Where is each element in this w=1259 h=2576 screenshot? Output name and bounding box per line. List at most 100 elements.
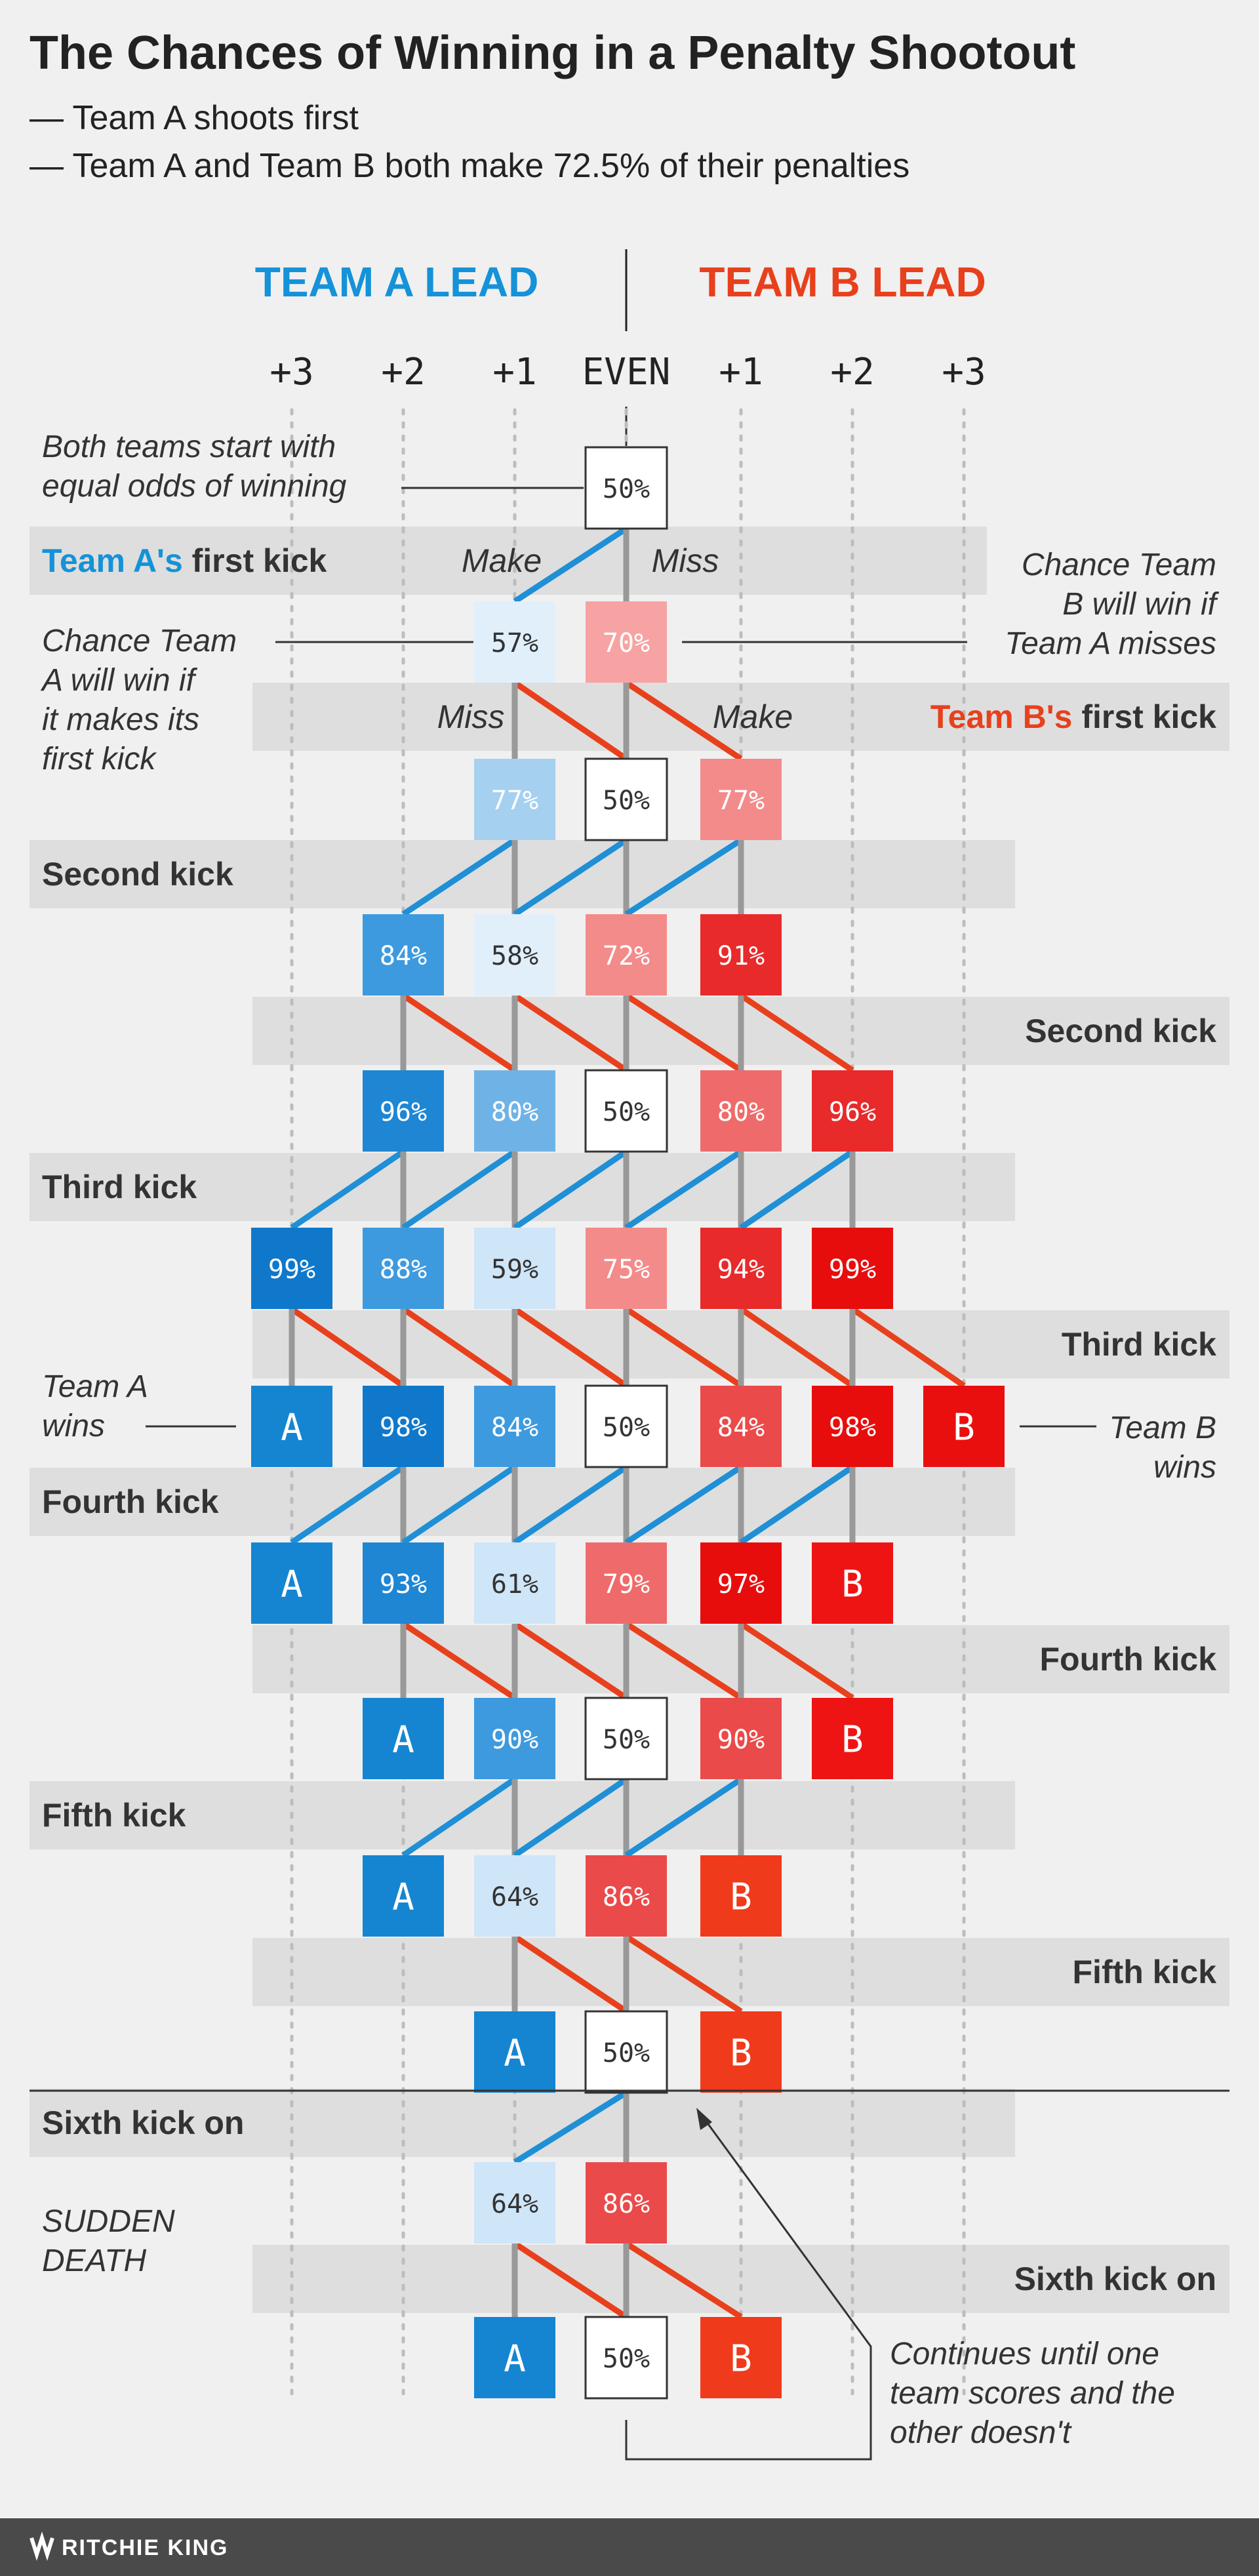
footer-bar bbox=[0, 2518, 1259, 2576]
cell-r0-c3: 50% bbox=[584, 446, 668, 530]
cell-r2-c2: 77% bbox=[474, 759, 555, 840]
band-label-7: Fourth kick bbox=[1040, 1641, 1217, 1678]
cell-r4-c2: 80% bbox=[474, 1070, 555, 1152]
cell-r6-c0: A bbox=[251, 1386, 332, 1467]
make-connector bbox=[624, 2241, 743, 2320]
svg-text:A: A bbox=[281, 1563, 303, 1606]
svg-text:50%: 50% bbox=[603, 2038, 650, 2068]
make-connector bbox=[513, 526, 628, 604]
svg-text:77%: 77% bbox=[717, 786, 765, 816]
svg-text:80%: 80% bbox=[491, 1097, 538, 1127]
svg-text:it makes its: it makes its bbox=[42, 702, 199, 737]
band-label-8: Fifth kick bbox=[42, 1797, 186, 1834]
svg-text:70%: 70% bbox=[603, 628, 650, 658]
cell-r10-c3: 50% bbox=[584, 2010, 668, 2094]
svg-text:B will win if: B will win if bbox=[1062, 587, 1219, 622]
cell-r7-c1: 93% bbox=[363, 1542, 444, 1624]
cell-r6-c3: 50% bbox=[584, 1384, 668, 1468]
cell-r12-c3: 50% bbox=[584, 2316, 668, 2400]
svg-text:84%: 84% bbox=[380, 941, 427, 971]
make-connector bbox=[513, 2241, 628, 2320]
make-connector bbox=[739, 993, 854, 1073]
svg-text:59%: 59% bbox=[491, 1255, 538, 1285]
make-label-1: Make bbox=[713, 698, 793, 735]
svg-text:96%: 96% bbox=[829, 1097, 876, 1127]
cell-r5-c1: 88% bbox=[363, 1228, 444, 1309]
svg-text:72%: 72% bbox=[603, 941, 650, 971]
svg-text:B: B bbox=[841, 1719, 864, 1761]
svg-text:64%: 64% bbox=[491, 2189, 538, 2219]
make-connector bbox=[290, 1306, 405, 1388]
svg-text:Chance Team: Chance Team bbox=[1022, 548, 1216, 582]
kick-band-labels: Team A's first kick Make Miss Team B's firs… bbox=[42, 542, 1216, 2297]
cell-r6-c6: B bbox=[923, 1386, 1005, 1467]
make-connector bbox=[290, 1464, 405, 1545]
make-connector bbox=[513, 1934, 628, 2014]
cell-r6-c5: 98% bbox=[812, 1386, 893, 1467]
make-connector bbox=[739, 1149, 854, 1230]
cell-r9-c4: B bbox=[700, 1855, 782, 1937]
cell-r5-c4: 94% bbox=[700, 1228, 782, 1309]
svg-text:99%: 99% bbox=[268, 1255, 315, 1285]
make-connector bbox=[624, 1777, 743, 1858]
cell-r7-c0: A bbox=[251, 1542, 332, 1624]
cell-r7-c2: 61% bbox=[474, 1542, 555, 1624]
column-label-6: +3 bbox=[942, 351, 986, 393]
band-label-10: Sixth kick on bbox=[42, 2104, 244, 2141]
svg-text:79%: 79% bbox=[603, 1569, 650, 1600]
make-connector bbox=[513, 993, 628, 1073]
column-label-2: +1 bbox=[492, 351, 536, 393]
svg-text:B: B bbox=[841, 1563, 864, 1606]
cell-r6-c2: 84% bbox=[474, 1386, 555, 1467]
cell-r3-c1: 84% bbox=[363, 914, 444, 996]
cell-r11-c3: 86% bbox=[586, 2162, 667, 2244]
svg-text:50%: 50% bbox=[603, 1097, 650, 1127]
fivethirtyeight-logo-icon bbox=[30, 2531, 54, 2561]
svg-text:84%: 84% bbox=[491, 1413, 538, 1443]
svg-text:SUDDEN: SUDDEN bbox=[42, 2204, 175, 2239]
column-label-3: EVEN bbox=[582, 351, 671, 393]
band-label-0: Team A's first kick bbox=[42, 542, 327, 579]
svg-text:64%: 64% bbox=[491, 1882, 538, 1912]
make-connector bbox=[401, 1621, 517, 1701]
make-connector bbox=[624, 1464, 743, 1545]
svg-text:86%: 86% bbox=[603, 1882, 650, 1912]
make-connector bbox=[739, 1621, 854, 1701]
svg-text:98%: 98% bbox=[829, 1413, 876, 1443]
band-label-6: Fourth kick bbox=[42, 1483, 219, 1520]
svg-text:A will win if: A will win if bbox=[40, 663, 198, 698]
cell-r7-c4: 97% bbox=[700, 1542, 782, 1624]
svg-text:50%: 50% bbox=[603, 2344, 650, 2374]
miss-label-0: Miss bbox=[652, 542, 719, 579]
svg-text:75%: 75% bbox=[603, 1255, 650, 1285]
cell-r8-c1: A bbox=[363, 1698, 444, 1779]
chart-title: The Chances of Winning in a Penalty Shoo… bbox=[30, 27, 1075, 79]
band-label-5: Third kick bbox=[1062, 1326, 1216, 1363]
svg-text:50%: 50% bbox=[603, 786, 650, 816]
svg-text:team scores and the: team scores and the bbox=[890, 2376, 1175, 2411]
svg-text:B: B bbox=[953, 1407, 975, 1449]
column-label-4: +1 bbox=[719, 351, 763, 393]
svg-text:94%: 94% bbox=[717, 1255, 765, 1285]
cell-r4-c3: 50% bbox=[584, 1069, 668, 1153]
svg-text:Continues until one: Continues until one bbox=[890, 2337, 1159, 2371]
svg-text:A: A bbox=[392, 1719, 414, 1761]
cell-r5-c5: 99% bbox=[812, 1228, 893, 1309]
svg-text:80%: 80% bbox=[717, 1097, 765, 1127]
svg-text:98%: 98% bbox=[380, 1413, 427, 1443]
svg-text:50%: 50% bbox=[603, 1725, 650, 1755]
band-label-9: Fifth kick bbox=[1073, 1954, 1217, 1990]
svg-text:91%: 91% bbox=[717, 941, 765, 971]
svg-text:90%: 90% bbox=[491, 1725, 538, 1755]
svg-text:wins: wins bbox=[1153, 1450, 1216, 1485]
svg-text:50%: 50% bbox=[603, 474, 650, 504]
make-connector bbox=[739, 1464, 854, 1545]
make-connector bbox=[401, 1149, 517, 1230]
cell-r12-c2: A bbox=[474, 2317, 555, 2398]
svg-text:88%: 88% bbox=[380, 1255, 427, 1285]
cell-r5-c3: 75% bbox=[586, 1228, 667, 1309]
subtitle-line-2: — Team A and Team B both make 72.5% of t… bbox=[30, 147, 909, 185]
make-connector bbox=[513, 2090, 628, 2165]
cell-r10-c2: A bbox=[474, 2011, 555, 2093]
